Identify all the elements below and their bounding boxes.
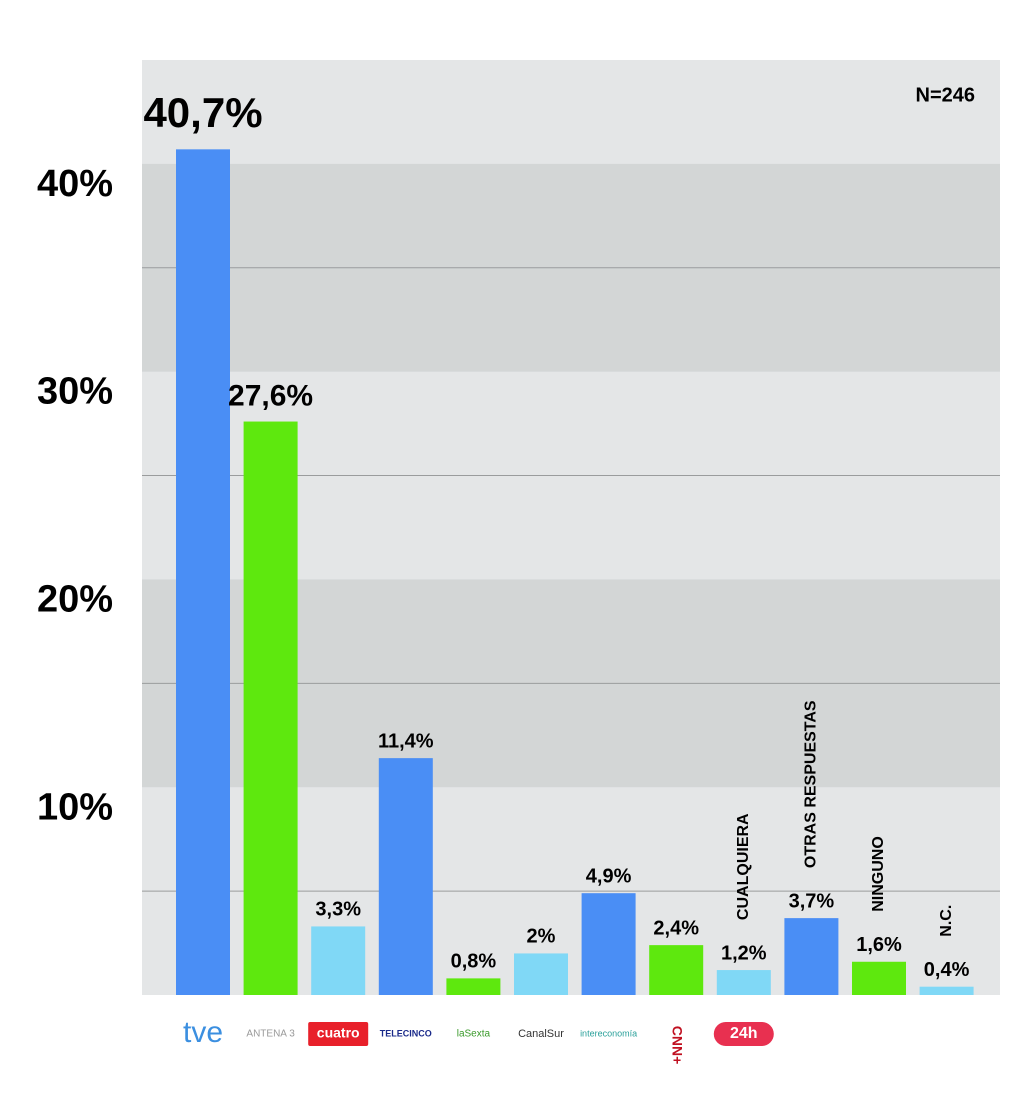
bar bbox=[446, 978, 501, 995]
bar bbox=[176, 149, 230, 995]
category-logo: CNN+ bbox=[669, 1026, 685, 1065]
value-label: 0,8% bbox=[451, 951, 497, 973]
category-logo: ANTENA 3 bbox=[246, 1029, 295, 1040]
value-label: 3,7% bbox=[789, 890, 835, 912]
bar bbox=[581, 893, 636, 995]
category-logo: 24h bbox=[730, 1025, 758, 1042]
bar bbox=[311, 926, 366, 995]
category-logo: laSexta bbox=[457, 1029, 491, 1040]
bar-annotation: N.C. bbox=[938, 905, 955, 937]
y-tick-label: 40% bbox=[37, 163, 113, 205]
y-tick-label: 20% bbox=[37, 578, 113, 620]
bar-annotation: CUALQUIERA bbox=[735, 813, 752, 920]
logo-box bbox=[308, 1022, 369, 1046]
logo-box bbox=[713, 1022, 774, 1046]
value-label: 1,2% bbox=[721, 942, 767, 964]
sample-size: N=246 bbox=[916, 84, 976, 106]
bar-annotation: OTRAS RESPUESTAS bbox=[803, 700, 820, 868]
category-logo: tve bbox=[183, 1016, 223, 1049]
bar bbox=[378, 758, 433, 995]
bar bbox=[649, 945, 704, 995]
category-logo: TELECINCO bbox=[380, 1028, 432, 1038]
value-label: 4,9% bbox=[586, 865, 632, 887]
y-tick-label: 10% bbox=[37, 786, 113, 828]
bar bbox=[919, 986, 974, 995]
value-label: 27,6% bbox=[228, 379, 313, 412]
value-label: 3,3% bbox=[315, 899, 361, 921]
value-label: 2,4% bbox=[653, 917, 699, 939]
bar-annotation: NINGUNO bbox=[870, 836, 887, 912]
bar bbox=[716, 970, 771, 995]
category-logo: intereconomía bbox=[580, 1028, 637, 1038]
bar bbox=[243, 421, 298, 995]
bar bbox=[852, 961, 906, 995]
value-label: 1,6% bbox=[856, 934, 902, 956]
category-logo: cuatro bbox=[317, 1025, 360, 1041]
value-label: 0,4% bbox=[924, 959, 970, 981]
value-label: 2% bbox=[527, 926, 556, 948]
bar bbox=[784, 918, 839, 995]
y-tick-label: 30% bbox=[37, 371, 113, 413]
bar bbox=[514, 953, 568, 995]
value-label: 40,7% bbox=[143, 89, 262, 136]
category-logo: CanalSur bbox=[518, 1028, 564, 1040]
value-label: 11,4% bbox=[378, 730, 434, 752]
